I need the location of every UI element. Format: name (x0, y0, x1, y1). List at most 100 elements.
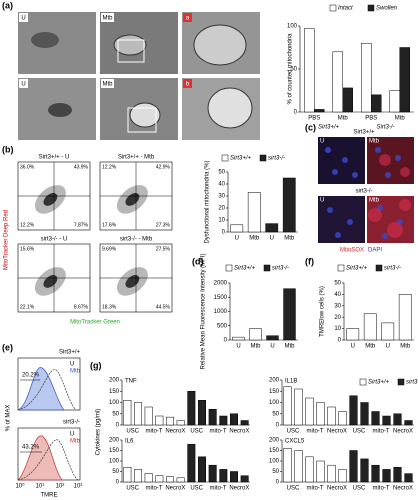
panel-letter: (e) (2, 342, 13, 352)
x-tick-label: U (351, 344, 355, 350)
x-tick-label: Mtb (250, 344, 261, 350)
bar (361, 42, 372, 113)
y-tick-label: 40 (218, 182, 225, 188)
bar (265, 223, 279, 233)
legend-mtb: Mtb (70, 369, 81, 375)
bar (371, 411, 380, 426)
image-label: Mtb (369, 139, 380, 145)
bar (399, 47, 410, 113)
quadrant-value: 43.9% (74, 164, 89, 170)
bar (389, 90, 400, 113)
legend-label: sirt3-/- (406, 380, 418, 386)
fluorescence-image (318, 196, 365, 243)
x-tick-label: USC (126, 429, 139, 435)
stain-label: MitoSOX (340, 248, 364, 254)
bar (134, 469, 142, 483)
x-tick-label: Mtb (400, 344, 411, 350)
bar (393, 413, 402, 426)
y-tick-label: 1000 (214, 309, 228, 315)
panel-letter: (f) (305, 256, 314, 266)
bar (134, 402, 142, 426)
bar (332, 51, 343, 113)
quadrant-value: 7.87% (74, 222, 89, 228)
histogram-u (17, 439, 79, 481)
organelle (129, 102, 161, 128)
x-tick-label: USC (287, 429, 300, 435)
bar (327, 464, 336, 483)
y-tick-label: 200 (269, 378, 280, 384)
label-box (183, 79, 192, 88)
bar (198, 456, 206, 483)
legend-swatch (329, 4, 337, 12)
bar (282, 177, 296, 233)
stain-label: DAPI (368, 248, 382, 254)
y-axis-label: Relative Mean Fluorescence Intensity (MF… (201, 253, 207, 369)
plot-title: Sirt3+/+ (59, 350, 81, 356)
bar (338, 469, 347, 483)
y-tick-label: 0 (338, 338, 342, 344)
x-tick-label: PBS (365, 116, 377, 122)
x-tick-label: Mtb (284, 236, 295, 242)
bar (404, 473, 413, 483)
bar (123, 467, 132, 483)
bar (305, 456, 314, 483)
x-tick-label: U (270, 236, 274, 242)
x-tick-label: NecroX (393, 486, 413, 492)
x-tick-label: mito-T (373, 486, 390, 492)
y-tick-label: 150 (269, 389, 280, 395)
image-label: Mtb (369, 198, 380, 204)
legend-u: U (70, 362, 74, 368)
bar (360, 458, 369, 483)
x-tick-label: 10⁰ (15, 483, 25, 490)
bar (404, 420, 413, 426)
quadrant-value: 8.67% (74, 304, 89, 310)
nuclei (325, 147, 403, 239)
organelle (113, 34, 147, 56)
y-tick-label: 50 (218, 170, 225, 176)
bar (283, 386, 292, 426)
bar (349, 395, 358, 426)
y-tick-label: 100 (109, 459, 120, 465)
y-tick-label: 50 (334, 281, 341, 287)
legend-swatch (397, 378, 405, 386)
x-tick-label: U (386, 344, 390, 350)
bar (230, 471, 238, 483)
row-title: Sirt3+/+ (353, 130, 375, 136)
micrograph-label: b (186, 82, 190, 88)
chart-title: IL1B (285, 379, 297, 385)
legend-swatch (367, 4, 375, 12)
legend-swatch (225, 264, 233, 272)
bar (371, 464, 380, 483)
bar (338, 411, 347, 426)
bar (187, 443, 196, 483)
micrograph-label: Mtb (102, 16, 113, 22)
y-tick-label: 100 (109, 400, 120, 406)
bar (314, 109, 325, 113)
bar (398, 294, 412, 341)
legend-swatch (359, 378, 367, 386)
x-tick-label: mito-T (307, 486, 324, 492)
y-tick-label: 10 (334, 326, 341, 332)
y-tick-label: 2000 (214, 281, 228, 287)
x-tick-label: USC (353, 429, 366, 435)
x-tick-label: mito-T (210, 486, 227, 492)
y-tick-label: 150 (269, 448, 280, 454)
bar (305, 397, 314, 426)
quadrant-value: 22.1% (20, 304, 35, 310)
y-tick-label: 200 (109, 378, 120, 384)
legend-mtb: Mtb (70, 439, 81, 445)
bar (232, 336, 245, 341)
x-tick-label: Mtb (249, 236, 260, 242)
micrograph-label: U (21, 16, 25, 22)
organelle (31, 32, 59, 48)
bar (381, 322, 395, 341)
x-tick-label: Mtb (395, 116, 406, 122)
label-box (19, 79, 28, 88)
legend-label: sirt3-/- (272, 266, 289, 272)
bar (230, 224, 244, 233)
y-axis-label: TMRElow cells (%) (320, 286, 326, 337)
micrograph-label: U (21, 82, 25, 88)
flow-plots: Sirt3+/+ - U 36.0% 43.9% 12.2% 7.87% Sirt3+/+… (17, 155, 173, 313)
gate-label: 20.2% (22, 373, 40, 379)
label-box (101, 13, 114, 22)
